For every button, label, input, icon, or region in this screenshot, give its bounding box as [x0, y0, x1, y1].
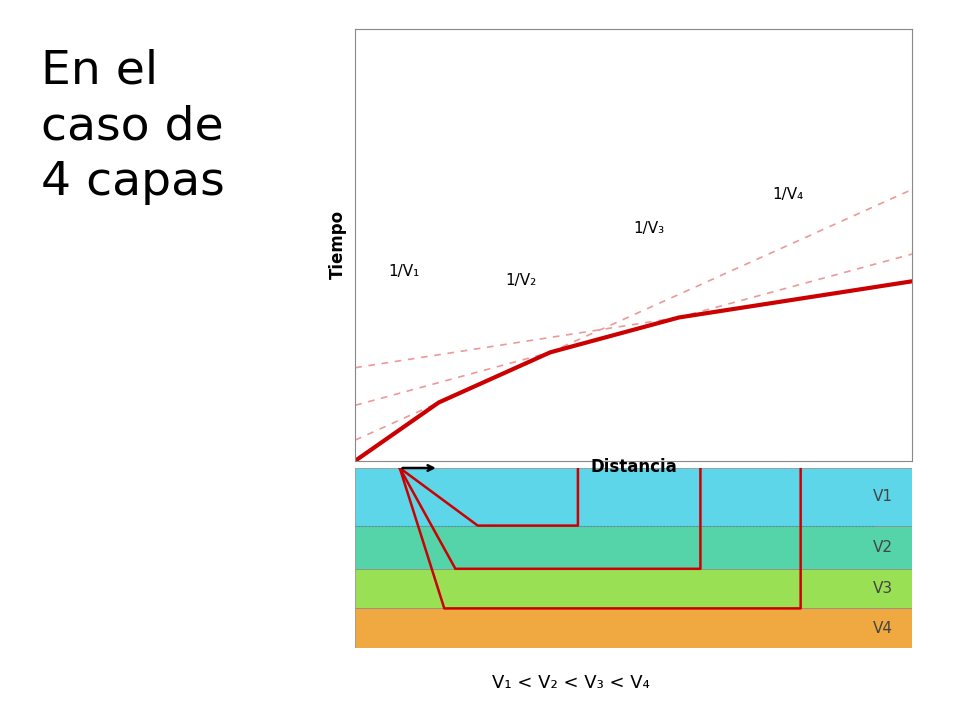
Text: En el
caso de
4 capas: En el caso de 4 capas — [41, 49, 225, 204]
Text: V1: V1 — [873, 490, 893, 504]
Bar — [355, 468, 912, 526]
Text: V2: V2 — [873, 540, 893, 554]
Bar — [355, 608, 912, 648]
Bar — [355, 526, 912, 569]
Text: 1/V₄: 1/V₄ — [773, 186, 804, 202]
Text: V3: V3 — [873, 581, 893, 596]
Bar — [355, 569, 912, 608]
Text: 1/V₂: 1/V₂ — [506, 273, 537, 288]
Text: Distancia: Distancia — [590, 458, 677, 476]
Text: V4: V4 — [873, 621, 893, 636]
Text: V₁ < V₂ < V₃ < V₄: V₁ < V₂ < V₃ < V₄ — [492, 674, 650, 692]
Y-axis label: Tiempo: Tiempo — [329, 210, 347, 279]
Text: 1/V₁: 1/V₁ — [389, 264, 420, 279]
Text: 1/V₃: 1/V₃ — [634, 221, 664, 236]
